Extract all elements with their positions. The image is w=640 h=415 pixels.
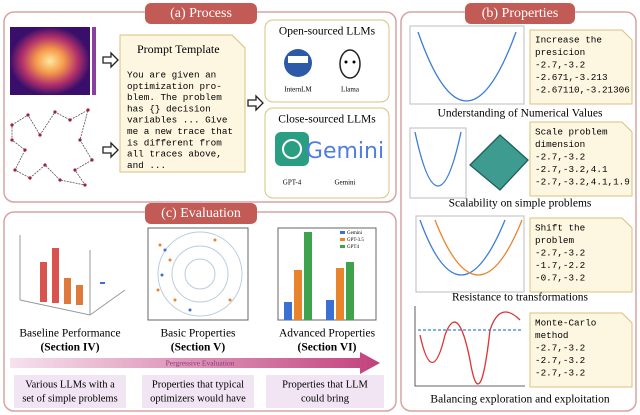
code-line: -2.7,-3.2,4.1,1.9: [535, 176, 630, 187]
legend-entry: GPT-3.5: [347, 238, 364, 243]
note-line: set of simple problems: [22, 393, 117, 404]
note-line: could bring: [301, 393, 350, 404]
stage-name: Advanced Properties: [279, 328, 376, 340]
stage-section: (Section IV): [40, 342, 99, 354]
code-note: [529, 312, 633, 388]
note-line: optimizers would have: [150, 393, 246, 404]
header: (c) Evaluation: [161, 206, 241, 221]
colorbar: [92, 27, 96, 95]
progress-arrow: [10, 352, 380, 374]
code-line: -2.7,-3.2: [535, 367, 585, 378]
code-line: -0.7,-3.2: [535, 272, 585, 283]
evaluation-note: [266, 375, 384, 408]
prompt-line: is different from: [127, 137, 222, 148]
property-caption: Understanding of Numerical Values: [438, 108, 603, 120]
box-title: Close-sourced LLMs: [278, 114, 376, 126]
code-line: -2.7,-3.2: [535, 342, 585, 353]
legend-entry: GPT4: [347, 245, 359, 250]
code-note: [529, 121, 633, 197]
model-name: Llama: [341, 86, 360, 94]
box-title: Open-sourced LLMs: [279, 26, 376, 38]
prompt-line: You are given an: [127, 69, 216, 80]
property-caption: Scalability on simple problems: [449, 198, 592, 210]
evaluation-note: [142, 375, 254, 408]
property-plots: [409, 25, 529, 387]
code-line: dimension: [535, 139, 585, 150]
stage-name: Baseline Performance: [19, 328, 120, 340]
gemini-logo: Gemini: [306, 139, 384, 164]
baseline-chart: [19, 235, 126, 316]
prompt-line: optimization pro-: [127, 81, 222, 92]
code-line: Scale problem: [535, 126, 608, 137]
code-line: problem: [535, 235, 574, 246]
close-llm-box: [264, 107, 390, 199]
tsp-cities: [10, 108, 94, 187]
evaluation-note: [14, 375, 126, 408]
legend-entry: Gemini: [347, 231, 363, 236]
stage-section: (Section VI): [298, 342, 357, 354]
arrows: [102, 51, 264, 159]
prompt-title: Prompt Template: [137, 42, 220, 56]
note-line: Various LLMs with a: [25, 379, 115, 390]
code-line: -2.7,-3.2: [535, 59, 585, 70]
code-line: Increase the: [535, 34, 602, 45]
header-box: [145, 203, 257, 224]
tsp-route: [11, 109, 93, 186]
advanced-chart: [277, 227, 377, 321]
code-line: Shift the: [535, 222, 585, 233]
prompt-line: me a new trace that: [127, 126, 233, 137]
stage-section: (Section V): [171, 342, 226, 354]
model-name: Gemini: [335, 179, 356, 187]
heatmap: [10, 27, 90, 95]
property-caption: Resistance to transformations: [452, 292, 589, 304]
open-llm-box: [264, 19, 390, 103]
prompt-line: has {} decision: [127, 103, 211, 114]
prompt-note: [119, 34, 246, 173]
code-line: presicion: [535, 47, 585, 58]
code-line: -2.671,-3.213: [535, 72, 608, 83]
arrow-label: Pergressive Evaluation: [166, 359, 235, 368]
code-line: -2.67110,-3.21306: [535, 84, 630, 95]
code-line: -2.7,-3.2: [535, 247, 585, 258]
header: (b) Properties: [482, 6, 559, 21]
note-line: Properties that typical: [152, 379, 244, 390]
header-box: [465, 3, 575, 24]
prompt-line: and ...: [127, 160, 166, 171]
llama-icon: [339, 49, 361, 79]
basic-chart: [147, 227, 249, 321]
gpt-icon: [275, 132, 309, 166]
model-name: GPT-4: [283, 179, 302, 187]
note-line: Properties that LLM: [282, 379, 368, 390]
code-line: -1.7,-2.2: [535, 260, 585, 271]
internlm-icon: [284, 49, 312, 77]
prompt-line: all traces above,: [127, 149, 222, 160]
code-line: -2.7,-3.2: [535, 151, 585, 162]
code-line: -2.7,-3.2: [535, 355, 585, 366]
code-line: -2.7,-3.2,4.1: [535, 164, 608, 175]
prompt-line: blem. The problem: [127, 92, 222, 103]
prompt-line: variables ... Give: [127, 115, 227, 126]
code-note: [529, 217, 633, 293]
stage-name: Basic Properties: [160, 328, 236, 340]
code-note: [529, 29, 633, 105]
header: (a) Process: [170, 6, 232, 21]
code-line: method: [535, 330, 568, 341]
code-line: Monte-Carlo: [535, 317, 596, 328]
model-name: InternLM: [284, 86, 312, 94]
property-caption: Balancing exploration and exploitation: [430, 394, 609, 406]
header-box: [145, 3, 257, 24]
